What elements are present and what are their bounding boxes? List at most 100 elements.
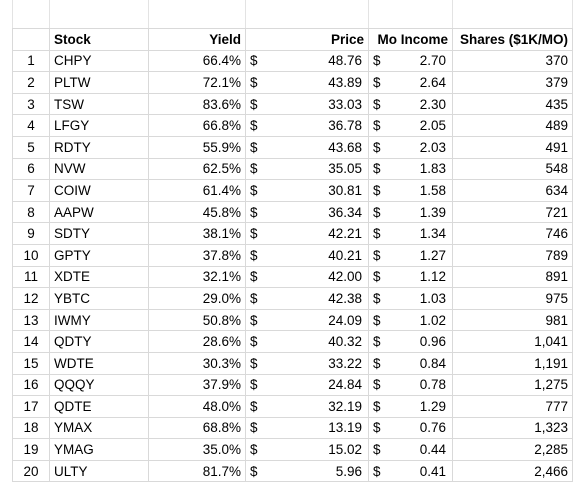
shares-cell[interactable]: 489 <box>452 114 573 137</box>
yield-cell[interactable]: 48.0% <box>148 395 246 418</box>
shares-cell[interactable]: 721 <box>452 200 573 224</box>
yield-cell[interactable]: 37.8% <box>148 243 246 267</box>
price-cell[interactable]: $30.81 <box>245 179 369 202</box>
stock-cell[interactable]: AAPW <box>49 200 149 224</box>
yield-cell[interactable]: 68.8% <box>148 416 246 440</box>
shares-cell[interactable]: 1,275 <box>452 373 573 397</box>
header-stock[interactable]: Stock <box>49 28 149 51</box>
mo-income-cell[interactable]: $1.58 <box>368 179 453 202</box>
header-yield[interactable]: Yield <box>148 28 246 51</box>
stock-cell[interactable]: XDTE <box>49 265 149 289</box>
mo-income-cell[interactable]: $1.34 <box>368 222 453 245</box>
price-cell[interactable]: $33.03 <box>245 92 369 116</box>
header-index-cell[interactable] <box>12 28 50 51</box>
price-cell[interactable]: $40.32 <box>245 330 369 353</box>
yield-cell[interactable]: 62.5% <box>148 157 246 181</box>
price-cell[interactable]: $5.96 <box>245 459 369 483</box>
mo-income-cell[interactable]: $2.05 <box>368 114 453 137</box>
row-index-cell[interactable]: 3 <box>12 92 50 116</box>
row-index-cell[interactable]: 10 <box>12 243 50 267</box>
price-cell[interactable]: $35.05 <box>245 157 369 181</box>
stock-cell[interactable]: YBTC <box>49 287 149 310</box>
yield-cell[interactable]: 72.1% <box>148 71 246 94</box>
header-mo-income[interactable]: Mo Income <box>368 28 453 51</box>
shares-cell[interactable]: 379 <box>452 71 573 94</box>
yield-cell[interactable]: 66.4% <box>148 49 246 73</box>
mo-income-cell[interactable]: $1.02 <box>368 308 453 332</box>
row-index-cell[interactable]: 18 <box>12 416 50 440</box>
stock-cell[interactable]: TSW <box>49 92 149 116</box>
shares-cell[interactable]: 491 <box>452 135 573 159</box>
shares-cell[interactable]: 2,285 <box>452 438 573 461</box>
row-index-cell[interactable]: 14 <box>12 330 50 353</box>
shares-cell[interactable]: 2,466 <box>452 459 573 483</box>
stock-cell[interactable]: YMAX <box>49 416 149 440</box>
mo-income-cell[interactable]: $0.84 <box>368 351 453 375</box>
yield-cell[interactable]: 35.0% <box>148 438 246 461</box>
mo-income-cell[interactable]: $2.30 <box>368 92 453 116</box>
mo-income-cell[interactable]: $1.39 <box>368 200 453 224</box>
stock-cell[interactable]: LFGY <box>49 114 149 137</box>
stock-cell[interactable]: CHPY <box>49 49 149 73</box>
shares-cell[interactable]: 370 <box>452 49 573 73</box>
shares-cell[interactable]: 975 <box>452 287 573 310</box>
yield-cell[interactable]: 83.6% <box>148 92 246 116</box>
mo-income-cell[interactable]: $1.29 <box>368 395 453 418</box>
row-index-cell[interactable]: 17 <box>12 395 50 418</box>
row-index-cell[interactable]: 8 <box>12 200 50 224</box>
stock-cell[interactable]: QDTY <box>49 330 149 353</box>
stock-cell[interactable]: RDTY <box>49 135 149 159</box>
stock-cell[interactable]: QQQY <box>49 373 149 397</box>
mo-income-cell[interactable]: $0.41 <box>368 459 453 483</box>
row-index-cell[interactable]: 16 <box>12 373 50 397</box>
row-index-cell[interactable]: 9 <box>12 222 50 245</box>
yield-cell[interactable]: 81.7% <box>148 459 246 483</box>
mo-income-cell[interactable]: $1.03 <box>368 287 453 310</box>
price-cell[interactable]: $43.68 <box>245 135 369 159</box>
shares-cell[interactable]: 891 <box>452 265 573 289</box>
price-cell[interactable]: $13.19 <box>245 416 369 440</box>
price-cell[interactable]: $33.22 <box>245 351 369 375</box>
yield-cell[interactable]: 29.0% <box>148 287 246 310</box>
row-index-cell[interactable]: 4 <box>12 114 50 137</box>
mo-income-cell[interactable]: $1.27 <box>368 243 453 267</box>
yield-cell[interactable]: 28.6% <box>148 330 246 353</box>
stock-cell[interactable]: WDTE <box>49 351 149 375</box>
mo-income-cell[interactable]: $0.96 <box>368 330 453 353</box>
price-cell[interactable]: $48.76 <box>245 49 369 73</box>
mo-income-cell[interactable]: $0.44 <box>368 438 453 461</box>
price-cell[interactable]: $42.38 <box>245 287 369 310</box>
stock-cell[interactable]: SDTY <box>49 222 149 245</box>
shares-cell[interactable]: 789 <box>452 243 573 267</box>
row-index-cell[interactable]: 1 <box>12 49 50 73</box>
price-cell[interactable]: $40.21 <box>245 243 369 267</box>
price-cell[interactable]: $24.84 <box>245 373 369 397</box>
stock-cell[interactable]: YMAG <box>49 438 149 461</box>
yield-cell[interactable]: 50.8% <box>148 308 246 332</box>
price-cell[interactable]: $43.89 <box>245 71 369 94</box>
row-index-cell[interactable]: 5 <box>12 135 50 159</box>
header-shares[interactable]: Shares ($1K/MO) <box>452 28 573 51</box>
mo-income-cell[interactable]: $2.70 <box>368 49 453 73</box>
stock-cell[interactable]: QDTE <box>49 395 149 418</box>
header-price[interactable]: Price <box>245 28 369 51</box>
shares-cell[interactable]: 548 <box>452 157 573 181</box>
mo-income-cell[interactable]: $0.76 <box>368 416 453 440</box>
mo-income-cell[interactable]: $2.64 <box>368 71 453 94</box>
stock-cell[interactable]: IWMY <box>49 308 149 332</box>
yield-cell[interactable]: 61.4% <box>148 179 246 202</box>
price-cell[interactable]: $32.19 <box>245 395 369 418</box>
row-index-cell[interactable]: 6 <box>12 157 50 181</box>
shares-cell[interactable]: 981 <box>452 308 573 332</box>
row-index-cell[interactable]: 7 <box>12 179 50 202</box>
row-index-cell[interactable]: 20 <box>12 459 50 483</box>
yield-cell[interactable]: 37.9% <box>148 373 246 397</box>
yield-cell[interactable]: 38.1% <box>148 222 246 245</box>
stock-cell[interactable]: NVW <box>49 157 149 181</box>
shares-cell[interactable]: 1,041 <box>452 330 573 353</box>
shares-cell[interactable]: 1,323 <box>452 416 573 440</box>
mo-income-cell[interactable]: $1.12 <box>368 265 453 289</box>
row-index-cell[interactable]: 11 <box>12 265 50 289</box>
yield-cell[interactable]: 45.8% <box>148 200 246 224</box>
shares-cell[interactable]: 1,191 <box>452 351 573 375</box>
